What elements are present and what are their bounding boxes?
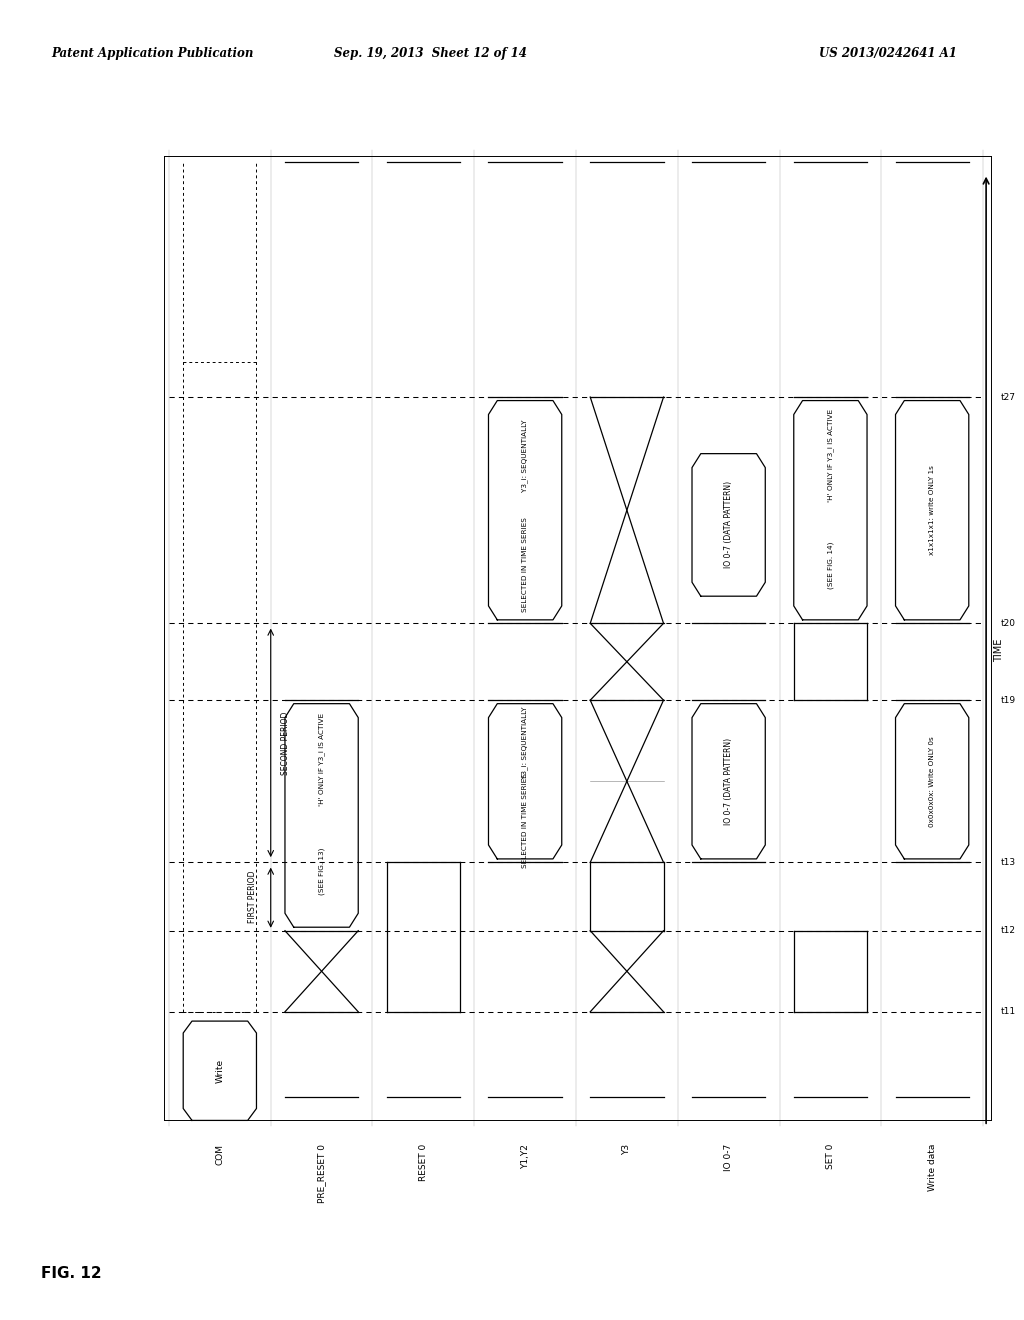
Text: IO 0-7 (DATA PATTERN): IO 0-7 (DATA PATTERN): [724, 482, 733, 569]
Text: FIRST PERIOD: FIRST PERIOD: [248, 870, 257, 923]
Text: (SEE FIG. 14): (SEE FIG. 14): [827, 541, 834, 589]
Text: Patent Application Publication: Patent Application Publication: [51, 46, 254, 59]
Text: 'H' ONLY IF Y3_i IS ACTIVE: 'H' ONLY IF Y3_i IS ACTIVE: [318, 713, 325, 807]
Text: Write data: Write data: [928, 1143, 937, 1191]
Text: PRE_RESET 0: PRE_RESET 0: [317, 1143, 326, 1203]
Text: t19: t19: [1000, 696, 1016, 705]
Text: 'H' ONLY IF Y3_i IS ACTIVE: 'H' ONLY IF Y3_i IS ACTIVE: [827, 409, 834, 502]
Text: COM: COM: [215, 1143, 224, 1164]
Text: t27: t27: [1000, 392, 1016, 401]
Text: SELECTED IN TIME SERIES: SELECTED IN TIME SERIES: [522, 517, 528, 612]
Text: RESET 0: RESET 0: [419, 1143, 428, 1181]
Text: x1x1x1x1: write ONLY 1s: x1x1x1x1: write ONLY 1s: [929, 465, 935, 556]
Text: TIME: TIME: [994, 639, 1005, 661]
Text: Y1,Y2: Y1,Y2: [520, 1143, 529, 1168]
Text: t20: t20: [1000, 619, 1016, 628]
Text: SECOND PERIOD: SECOND PERIOD: [282, 711, 291, 775]
Text: SELECTED IN TIME SERIES: SELECTED IN TIME SERIES: [522, 772, 528, 867]
Text: Y3_i: SEQUENTIALLY: Y3_i: SEQUENTIALLY: [522, 706, 528, 779]
Text: Sep. 19, 2013  Sheet 12 of 14: Sep. 19, 2013 Sheet 12 of 14: [334, 46, 526, 59]
Text: 0x0x0x0x: Write ONLY 0s: 0x0x0x0x: Write ONLY 0s: [929, 737, 935, 826]
Text: t12: t12: [1000, 927, 1016, 935]
Text: IO 0-7 (DATA PATTERN): IO 0-7 (DATA PATTERN): [724, 738, 733, 825]
Text: Y3: Y3: [623, 1143, 632, 1155]
Text: t13: t13: [1000, 858, 1016, 867]
Text: (SEE FIG. 13): (SEE FIG. 13): [318, 847, 325, 895]
Text: Y3_i: SEQUENTIALLY: Y3_i: SEQUENTIALLY: [522, 420, 528, 491]
Text: FIG. 12: FIG. 12: [41, 1266, 101, 1282]
Text: t11: t11: [1000, 1007, 1016, 1016]
Text: US 2013/0242641 A1: US 2013/0242641 A1: [819, 46, 957, 59]
Text: Write: Write: [215, 1059, 224, 1082]
Text: IO 0-7: IO 0-7: [724, 1143, 733, 1171]
Text: SET 0: SET 0: [826, 1143, 835, 1170]
